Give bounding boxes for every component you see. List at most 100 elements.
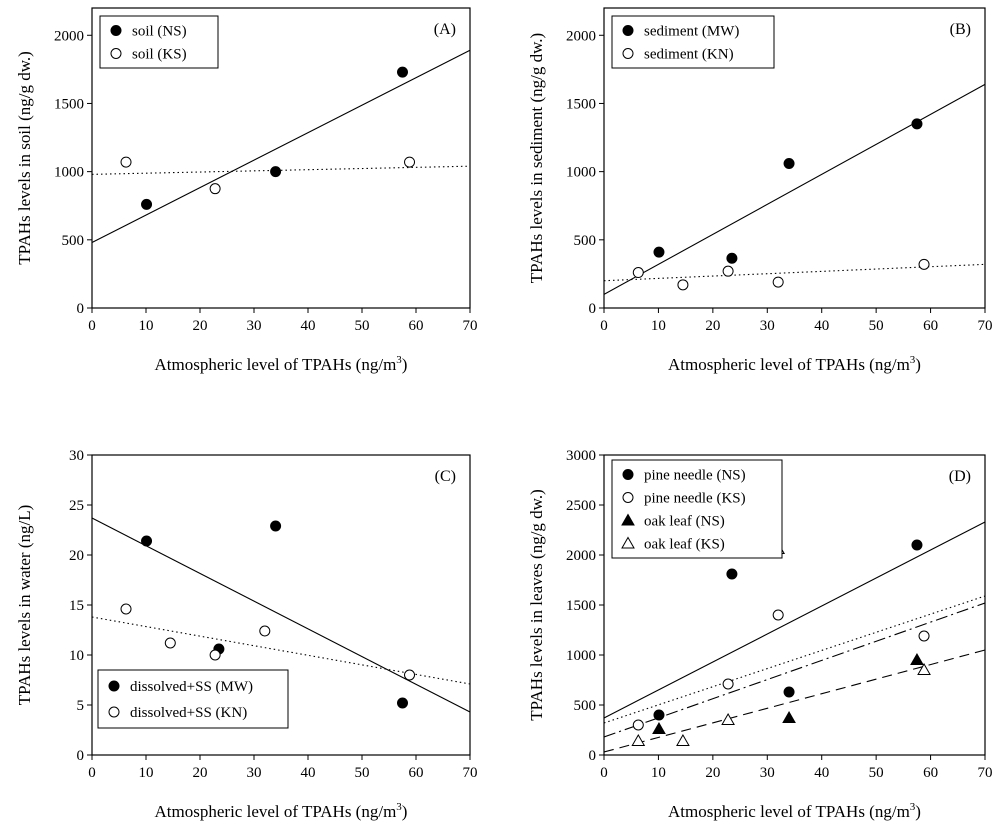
data-point [141, 198, 153, 210]
data-point [209, 649, 221, 661]
legend-marker [108, 680, 120, 692]
x-tick-label: 10 [139, 318, 154, 334]
x-tick-label: 0 [88, 765, 96, 781]
data-point [632, 267, 644, 279]
y-tick-label: 25 [69, 498, 84, 514]
x-tick-label: 0 [88, 318, 96, 334]
x-tick-label: 50 [869, 765, 884, 781]
data-point [404, 669, 416, 681]
data-point [783, 686, 795, 698]
legend-label: pine needle (KS) [644, 491, 746, 507]
data-point [676, 733, 690, 746]
data-point [270, 520, 282, 532]
data-point [120, 156, 132, 168]
data-point [631, 733, 646, 746]
data-point [632, 719, 644, 731]
x-tick-label: 40 [814, 318, 829, 334]
y-tick-label: 1500 [54, 96, 84, 112]
legend-label: pine needle (NS) [644, 468, 746, 484]
legend-marker [110, 25, 122, 36]
legend-marker [621, 513, 635, 526]
data-point [917, 662, 931, 675]
x-tick-label: 0 [600, 318, 608, 334]
x-tick-label: 20 [705, 765, 720, 781]
x-tick-label: 10 [651, 765, 666, 781]
y-tick-label: 20 [69, 548, 84, 564]
chart-panel-2: 0 10 20 30 40 50 60 70 0 500 1000 1500 2000 Atmospher… [527, 7, 993, 374]
chart-panel-3: 0 10 20 30 40 50 60 70 0 5 10 15 20 25 30 Atmospheric l… [15, 448, 478, 821]
data-point [782, 710, 796, 723]
data-point [721, 712, 735, 725]
legend-marker [110, 48, 122, 59]
data-point [772, 276, 784, 288]
panel-label: (C) [435, 468, 456, 485]
data-point [918, 258, 930, 270]
y-tick-label: 500 [574, 698, 597, 714]
legend-label: dissolved+SS (MW) [130, 679, 253, 695]
x-tick-label: 0 [600, 765, 608, 781]
x-tick-label: 50 [869, 318, 884, 334]
legend-box [99, 15, 219, 69]
trendline-dotted [92, 165, 470, 175]
data-point [722, 265, 734, 277]
chart-panel-4: 0 10 20 30 40 50 60 70 0 500 1000 1500 2000 2500 3000 A… [527, 448, 993, 821]
x-tick-label: 40 [301, 765, 316, 781]
y-axis-title: TPAHs levels in sediment (ng/g dw.) [527, 33, 546, 283]
trendline-dotted [604, 263, 985, 282]
x-tick-label: 60 [409, 318, 424, 334]
x-tick-label: 10 [651, 318, 666, 334]
x-tick-label: 30 [760, 318, 775, 334]
data-point [772, 609, 784, 621]
y-tick-label: 3000 [566, 448, 596, 464]
x-tick-label: 70 [463, 318, 478, 334]
plot-frame [91, 7, 471, 309]
legend-label: sediment (KN) [644, 47, 734, 63]
legend-marker [622, 25, 634, 36]
y-tick-label: 0 [589, 301, 597, 317]
trendline-solid [92, 49, 470, 244]
legend-label: sediment (MW) [644, 24, 739, 40]
y-axis-title: TPAHs levels in soil (ng/g dw.) [15, 51, 34, 265]
legend-marker [622, 469, 634, 480]
trendline-dashdot [604, 602, 985, 738]
legend-label: dissolved+SS (KN) [130, 705, 247, 721]
x-tick-label: 70 [463, 765, 478, 781]
data-point [404, 156, 416, 168]
y-tick-label: 15 [69, 598, 84, 614]
legend-label: soil (KS) [132, 47, 187, 63]
x-tick-label: 70 [978, 318, 993, 334]
y-tick-label: 0 [77, 301, 85, 317]
data-point [911, 539, 923, 551]
panel-label: (B) [950, 21, 971, 38]
legend-label: oak leaf (NS) [644, 514, 725, 530]
y-tick-label: 500 [62, 233, 85, 249]
data-point [270, 166, 282, 178]
data-point [726, 252, 738, 264]
x-tick-label: 30 [247, 765, 262, 781]
data-point [120, 603, 132, 615]
legend-marker [621, 536, 635, 549]
y-tick-label: 1000 [566, 165, 596, 181]
legend-box [611, 459, 783, 559]
data-point [726, 568, 738, 580]
data-point [652, 721, 666, 734]
x-tick-label: 60 [923, 765, 938, 781]
legend-label: oak leaf (KS) [644, 537, 725, 553]
data-point [209, 183, 221, 195]
data-point [910, 652, 924, 665]
data-point [164, 637, 176, 649]
y-tick-label: 1500 [566, 598, 596, 614]
x-tick-label: 30 [247, 318, 262, 334]
data-point [397, 66, 408, 78]
x-tick-label: 60 [409, 765, 424, 781]
chart-panel-1: 0 10 20 30 40 50 60 70 0 500 1000 1500 2000 Atmospher… [15, 7, 478, 374]
y-tick-label: 1000 [566, 648, 596, 664]
data-point [722, 678, 734, 690]
y-tick-label: 1500 [566, 96, 596, 112]
y-tick-label: 2000 [54, 28, 84, 44]
x-tick-label: 60 [923, 318, 938, 334]
x-tick-label: 40 [301, 318, 316, 334]
y-tick-label: 500 [574, 233, 597, 249]
x-axis-title: Atmospheric level of TPAHs (ng/m3) [668, 801, 921, 821]
data-point [653, 246, 665, 258]
